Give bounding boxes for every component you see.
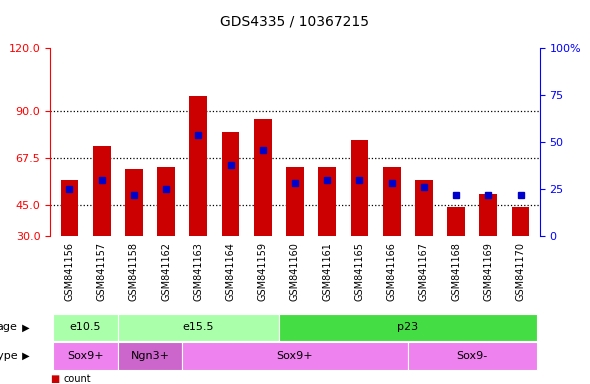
Bar — [480, 194, 497, 236]
Bar — [319, 167, 336, 236]
Text: GDS4335 / 10367215: GDS4335 / 10367215 — [221, 14, 369, 28]
Bar — [118, 313, 279, 341]
Bar — [189, 96, 207, 236]
Text: GSM841165: GSM841165 — [355, 242, 365, 301]
Text: GSM841159: GSM841159 — [258, 242, 268, 301]
Bar — [182, 343, 408, 370]
Text: e10.5: e10.5 — [70, 322, 101, 333]
Text: GSM841161: GSM841161 — [322, 242, 332, 301]
Bar — [158, 167, 175, 236]
Bar — [279, 313, 537, 341]
Text: GSM841168: GSM841168 — [451, 242, 461, 301]
Bar — [350, 140, 368, 236]
Text: GSM841157: GSM841157 — [97, 242, 107, 301]
Text: ▶: ▶ — [19, 351, 30, 361]
Text: count: count — [63, 374, 91, 384]
Text: GSM841156: GSM841156 — [64, 242, 74, 301]
Text: Sox9+: Sox9+ — [277, 351, 313, 361]
Bar — [383, 167, 401, 236]
Text: e15.5: e15.5 — [182, 322, 214, 333]
Bar — [512, 207, 529, 236]
Text: GSM841167: GSM841167 — [419, 242, 429, 301]
Bar — [286, 167, 304, 236]
Bar — [53, 313, 118, 341]
Text: Sox9-: Sox9- — [457, 351, 488, 361]
Text: GSM841169: GSM841169 — [483, 242, 493, 301]
Text: GSM841158: GSM841158 — [129, 242, 139, 301]
Bar — [93, 146, 110, 236]
Text: GSM841160: GSM841160 — [290, 242, 300, 301]
Bar — [125, 169, 143, 236]
Text: Sox9+: Sox9+ — [67, 351, 104, 361]
Text: GSM841166: GSM841166 — [386, 242, 396, 301]
Text: GSM841163: GSM841163 — [194, 242, 204, 301]
Bar — [408, 343, 537, 370]
Text: cell type: cell type — [0, 351, 18, 361]
Bar — [415, 180, 432, 236]
Text: p23: p23 — [397, 322, 418, 333]
Bar — [61, 180, 78, 236]
Bar — [254, 119, 271, 236]
Text: GSM841164: GSM841164 — [225, 242, 235, 301]
Bar — [118, 343, 182, 370]
Text: age: age — [0, 322, 18, 333]
Text: ■: ■ — [50, 374, 60, 384]
Text: GSM841162: GSM841162 — [161, 242, 171, 301]
Text: GSM841170: GSM841170 — [516, 242, 526, 301]
Bar — [222, 132, 240, 236]
Bar — [447, 207, 465, 236]
Text: ▶: ▶ — [19, 322, 30, 333]
Text: Ngn3+: Ngn3+ — [130, 351, 169, 361]
Bar — [53, 343, 118, 370]
